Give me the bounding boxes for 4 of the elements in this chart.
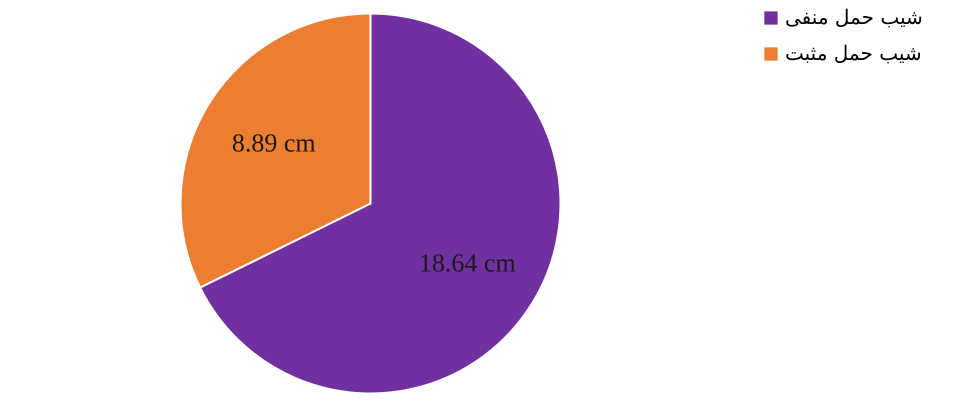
data-label: 18.64 cm — [418, 248, 516, 278]
data-label: 8.89 cm — [232, 128, 316, 158]
legend-label: شیب حمل مثبت — [785, 41, 922, 65]
legend-label: شیب حمل منفی — [785, 5, 923, 29]
